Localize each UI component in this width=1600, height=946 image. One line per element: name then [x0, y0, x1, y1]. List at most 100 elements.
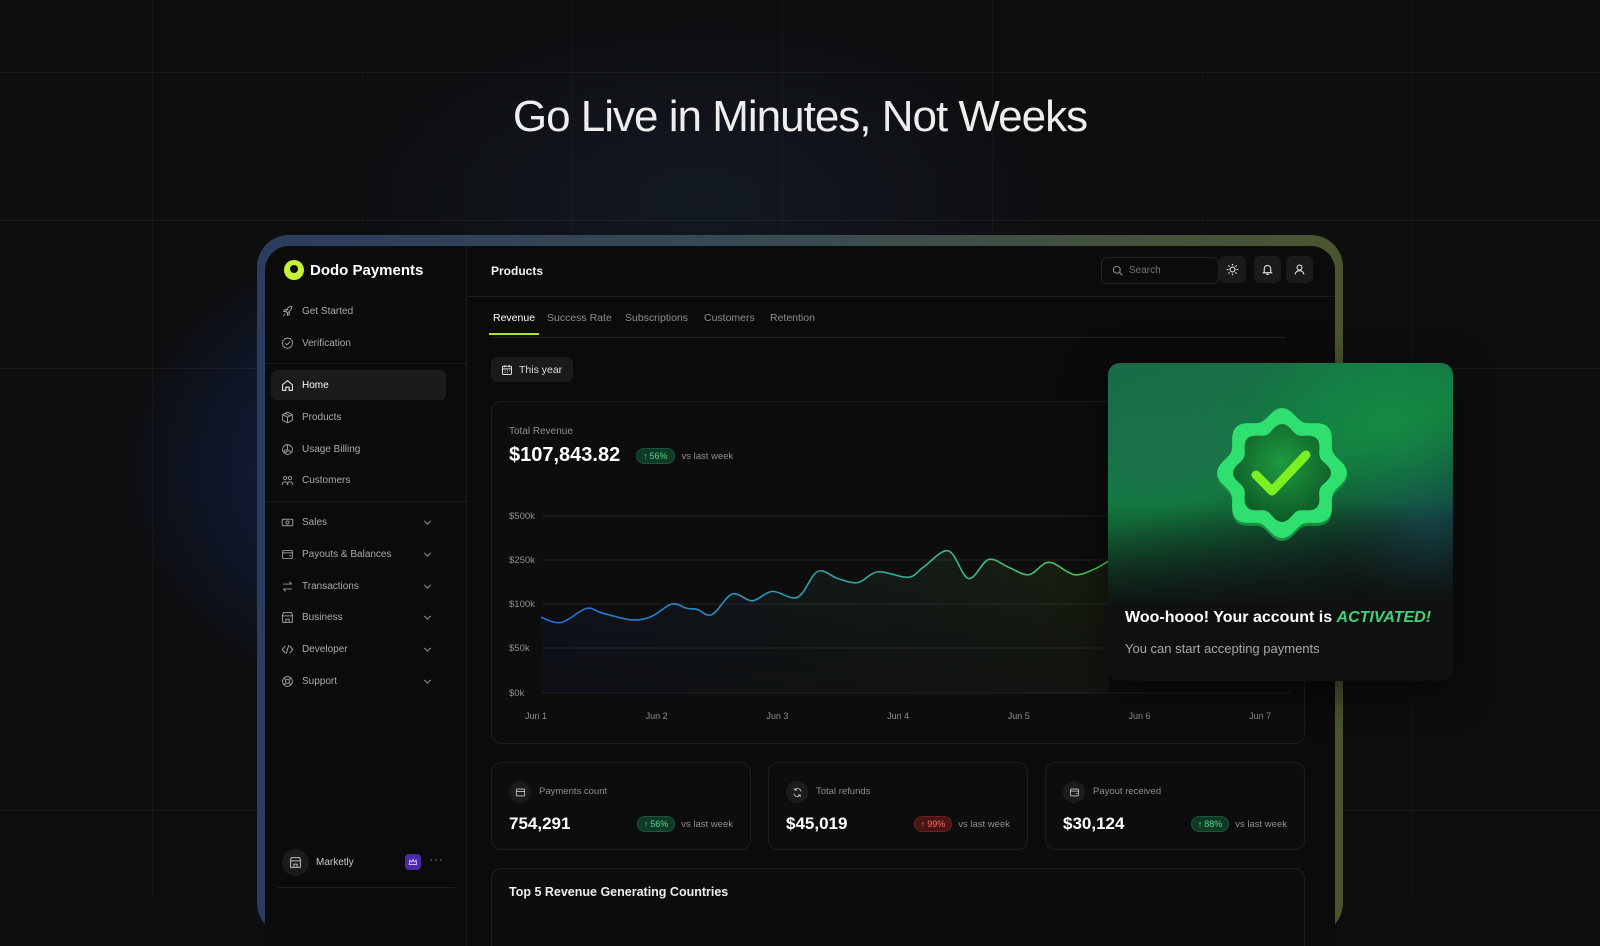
user-icon: [1293, 263, 1306, 276]
x-tick-label: Jun 7: [1249, 711, 1271, 721]
chevron-down-icon: [421, 548, 434, 561]
wallet-icon: [281, 548, 294, 561]
wallet-icon: [1069, 787, 1080, 798]
y-tick-label: $500k: [509, 511, 535, 522]
hero-title: Go Live in Minutes, Not Weeks: [0, 92, 1600, 142]
notifications-button[interactable]: [1254, 256, 1281, 283]
date-filter-button[interactable]: This year: [491, 357, 573, 382]
sidebar-item-usage-billing[interactable]: Usage Billing: [271, 434, 446, 464]
rocket-icon: [281, 305, 294, 318]
sidebar-item-developer[interactable]: Developer: [271, 634, 446, 664]
lifebuoy-icon: [281, 675, 294, 688]
stat-card-payments-count: Payments count 754,291 ↑56% vs last week: [491, 762, 751, 850]
sidebar-item-label: Sales: [302, 517, 327, 528]
countries-title: Top 5 Revenue Generating Countries: [509, 885, 728, 899]
dodo-logo-icon: [284, 260, 304, 280]
sidebar-item-business[interactable]: Business: [271, 602, 446, 632]
activation-toast: Woo-hooo! Your account is ACTIVATED! You…: [1108, 363, 1453, 681]
x-tick-label: Jun 6: [1128, 711, 1150, 721]
chevron-down-icon: [421, 516, 434, 529]
sidebar-item-label: Support: [302, 676, 337, 687]
sidebar-item-label: Home: [302, 380, 329, 391]
x-tick-label: Jun 1: [525, 711, 547, 721]
chevron-down-icon: [421, 643, 434, 656]
sidebar-item-label: Customers: [302, 475, 350, 486]
store-icon: [282, 849, 309, 876]
page-title: Products: [491, 264, 543, 278]
search-placeholder: Search: [1129, 265, 1161, 276]
brand-name: Dodo Payments: [310, 262, 423, 279]
sidebar-item-label: Verification: [302, 338, 351, 349]
y-tick-label: $50k: [509, 643, 530, 654]
sidebar-item-payouts-balances[interactable]: Payouts & Balances: [271, 539, 446, 569]
theme-toggle-button[interactable]: [1219, 256, 1246, 283]
card-icon: [515, 787, 526, 798]
sidebar-item-sales[interactable]: Sales: [271, 507, 446, 537]
sidebar-item-label: Transactions: [302, 581, 359, 592]
sidebar-item-label: Business: [302, 612, 343, 623]
refresh-icon: [792, 787, 803, 798]
store-icon: [281, 611, 294, 624]
badge-check-icon: [281, 337, 294, 350]
profile-button[interactable]: [1286, 256, 1313, 283]
x-tick-label: Jun 3: [766, 711, 788, 721]
toast-highlight: ACTIVATED!: [1337, 609, 1432, 626]
tab-customers[interactable]: Customers: [704, 312, 755, 334]
stat-card-total-refunds: Total refunds $45,019 ↑99% vs last week: [768, 762, 1028, 850]
toast-subtitle: You can start accepting payments: [1125, 641, 1320, 656]
stat-compare: vs last week: [958, 819, 1010, 830]
tabs: Revenue Success Rate Subscriptions Customer…: [491, 308, 1286, 338]
search-input[interactable]: Search: [1101, 257, 1219, 284]
more-options-icon[interactable]: ···: [429, 852, 444, 866]
verified-badge-icon: [1212, 403, 1352, 543]
home-icon: [281, 379, 294, 392]
arrows-icon: [281, 580, 294, 593]
usage-icon: [281, 443, 294, 456]
arrow-up-icon: ↑: [1198, 819, 1203, 829]
sidebar-item-support[interactable]: Support: [271, 666, 446, 696]
sidebar-item-label: Usage Billing: [302, 444, 360, 455]
crown-icon[interactable]: [405, 854, 421, 870]
countries-card: Top 5 Revenue Generating Countries: [491, 868, 1305, 946]
stat-compare: vs last week: [1235, 819, 1287, 830]
sidebar-item-transactions[interactable]: Transactions: [271, 571, 446, 601]
brand-logo[interactable]: Dodo Payments: [284, 260, 423, 280]
tab-subscriptions[interactable]: Subscriptions: [625, 312, 688, 334]
stat-compare: vs last week: [681, 819, 733, 830]
sidebar-item-products[interactable]: Products: [271, 402, 446, 432]
arrow-up-icon: ↑: [921, 819, 926, 829]
x-tick-label: Jun 2: [646, 711, 668, 721]
stat-label: Total refunds: [816, 786, 870, 797]
stat-value: $30,124: [1063, 814, 1124, 834]
y-tick-label: $0k: [509, 688, 525, 699]
users-icon: [281, 474, 294, 487]
tab-retention[interactable]: Retention: [770, 312, 815, 334]
sidebar-item-customers[interactable]: Customers: [271, 465, 446, 495]
sidebar-item-get-started[interactable]: Get Started: [271, 296, 446, 326]
stat-change-badge: ↑99%: [914, 816, 953, 832]
sidebar: Dodo Payments Get Started Verification Ho…: [265, 246, 467, 946]
code-icon: [281, 643, 294, 656]
sun-icon: [1226, 263, 1239, 276]
sidebar-item-label: Get Started: [302, 306, 353, 317]
bell-icon: [1261, 263, 1274, 276]
toast-title: Woo-hooo! Your account is ACTIVATED!: [1125, 609, 1431, 627]
chevron-down-icon: [421, 675, 434, 688]
y-tick-label: $100k: [509, 599, 535, 610]
sidebar-item-home[interactable]: Home: [271, 370, 446, 400]
stat-card-payout-received: Payout received $30,124 ↑88% vs last wee…: [1045, 762, 1305, 850]
tab-revenue[interactable]: Revenue: [489, 312, 539, 335]
chevron-down-icon: [421, 580, 434, 593]
stat-label: Payout received: [1093, 786, 1161, 797]
workspace-name: Marketly: [316, 857, 354, 868]
stat-change-badge: ↑56%: [637, 816, 676, 832]
arrow-up-icon: ↑: [644, 819, 649, 829]
sidebar-item-verification[interactable]: Verification: [271, 328, 446, 358]
tab-success-rate[interactable]: Success Rate: [547, 312, 612, 334]
stat-label: Payments count: [539, 786, 607, 797]
workspace-switcher[interactable]: Marketly ···: [282, 849, 452, 875]
calendar-icon: [501, 364, 513, 376]
x-tick-label: Jun 5: [1008, 711, 1030, 721]
box-icon: [281, 411, 294, 424]
chevron-down-icon: [421, 611, 434, 624]
